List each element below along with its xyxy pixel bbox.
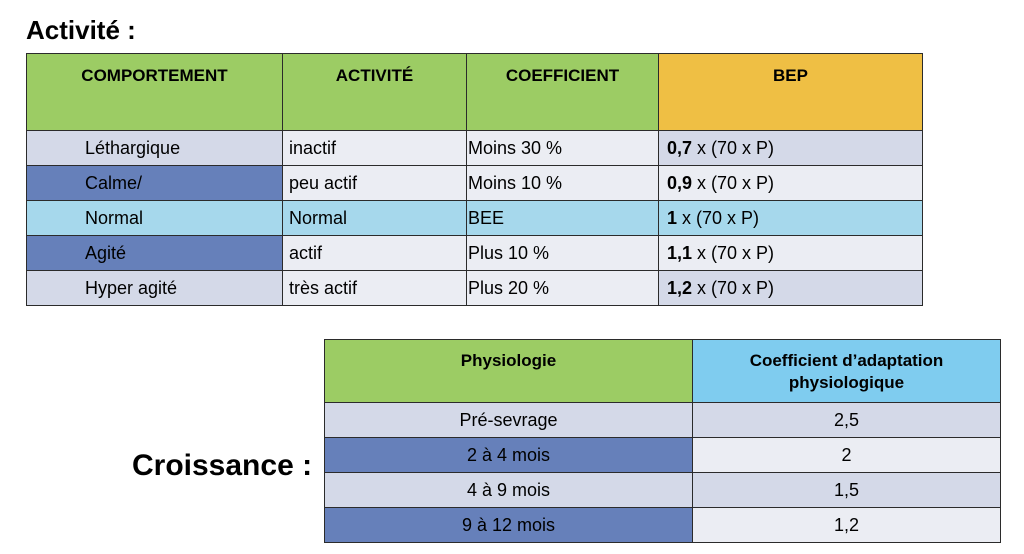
header-coefficient: COEFFICIENT [466, 53, 659, 131]
coefficient-cell: Plus 10 % [466, 235, 659, 271]
bep-cell: 0,9 x (70 x P) [658, 165, 923, 201]
physiologie-cell: 4 à 9 mois [324, 472, 693, 508]
bep-factor: 0,9 [667, 172, 693, 193]
activite-cell: très actif [282, 270, 467, 306]
comportement-cell: Calme/ [26, 165, 283, 201]
growth-table: Physiologie Coefficient d’adaptation phy… [324, 339, 1001, 543]
table-row: Hyper agité très actif Plus 20 % 1,2 x (… [26, 270, 923, 306]
header-physiologie: Physiologie [324, 339, 693, 403]
table-row: Agité actif Plus 10 % 1,1 x (70 x P) [26, 235, 923, 271]
bep-cell: 1,1 x (70 x P) [658, 235, 923, 271]
coefficient-cell: 1,2 [692, 507, 1001, 543]
coefficient-cell: 2 [692, 437, 1001, 473]
bep-factor: 1,1 [667, 242, 693, 263]
bep-formula: x (70 x P) [692, 242, 775, 263]
header-bep: BEP [658, 53, 923, 131]
physiologie-cell: 9 à 12 mois [324, 507, 693, 543]
bep-formula: x (70 x P) [692, 137, 775, 158]
coefficient-cell: 1,5 [692, 472, 1001, 508]
table-row: Pré-sevrage 2,5 [324, 402, 1001, 438]
bep-cell: 1,2 x (70 x P) [658, 270, 923, 306]
bep-factor: 1 [667, 207, 678, 228]
growth-label: Croissance : [132, 449, 313, 482]
table-row: 4 à 9 mois 1,5 [324, 472, 1001, 508]
coefficient-cell: Moins 10 % [466, 165, 659, 201]
coefficient-cell: Plus 20 % [466, 270, 659, 306]
page-title: Activité : [26, 15, 136, 45]
table-row: 2 à 4 mois 2 [324, 437, 1001, 473]
comportement-cell: Normal [26, 200, 283, 236]
physiologie-cell: Pré-sevrage [324, 402, 693, 438]
comportement-cell: Agité [26, 235, 283, 271]
coefficient-cell: 2,5 [692, 402, 1001, 438]
activite-cell: inactif [282, 130, 467, 166]
bep-factor: 1,2 [667, 277, 693, 298]
table-row: Normal Normal BEE 1 x (70 x P) [26, 200, 923, 236]
header-activite: ACTIVITÉ [282, 53, 467, 131]
bep-formula: x (70 x P) [692, 172, 775, 193]
table-row: Calme/ peu actif Moins 10 % 0,9 x (70 x … [26, 165, 923, 201]
activity-table: COMPORTEMENT ACTIVITÉ COEFFICIENT BEP Lé… [26, 53, 923, 306]
activite-cell: peu actif [282, 165, 467, 201]
activite-cell: Normal [282, 200, 467, 236]
bep-cell: 1 x (70 x P) [658, 200, 923, 236]
comportement-cell: Léthargique [26, 130, 283, 166]
bep-factor: 0,7 [667, 137, 693, 158]
header-coefficient-adaptation: Coefficient d’adaptation physiologique [692, 339, 1001, 403]
bep-formula: x (70 x P) [677, 207, 760, 228]
bep-cell: 0,7 x (70 x P) [658, 130, 923, 166]
header-comportement: COMPORTEMENT [26, 53, 283, 131]
bep-formula: x (70 x P) [692, 277, 775, 298]
comportement-cell: Hyper agité [26, 270, 283, 306]
physiologie-cell: 2 à 4 mois [324, 437, 693, 473]
growth-header-row: Physiologie Coefficient d’adaptation phy… [324, 339, 1001, 403]
table-row: Léthargique inactif Moins 30 % 0,7 x (70… [26, 130, 923, 166]
activite-cell: actif [282, 235, 467, 271]
coefficient-cell: Moins 30 % [466, 130, 659, 166]
activity-header-row: COMPORTEMENT ACTIVITÉ COEFFICIENT BEP [26, 53, 923, 131]
table-row: 9 à 12 mois 1,2 [324, 507, 1001, 543]
coefficient-cell: BEE [466, 200, 659, 236]
